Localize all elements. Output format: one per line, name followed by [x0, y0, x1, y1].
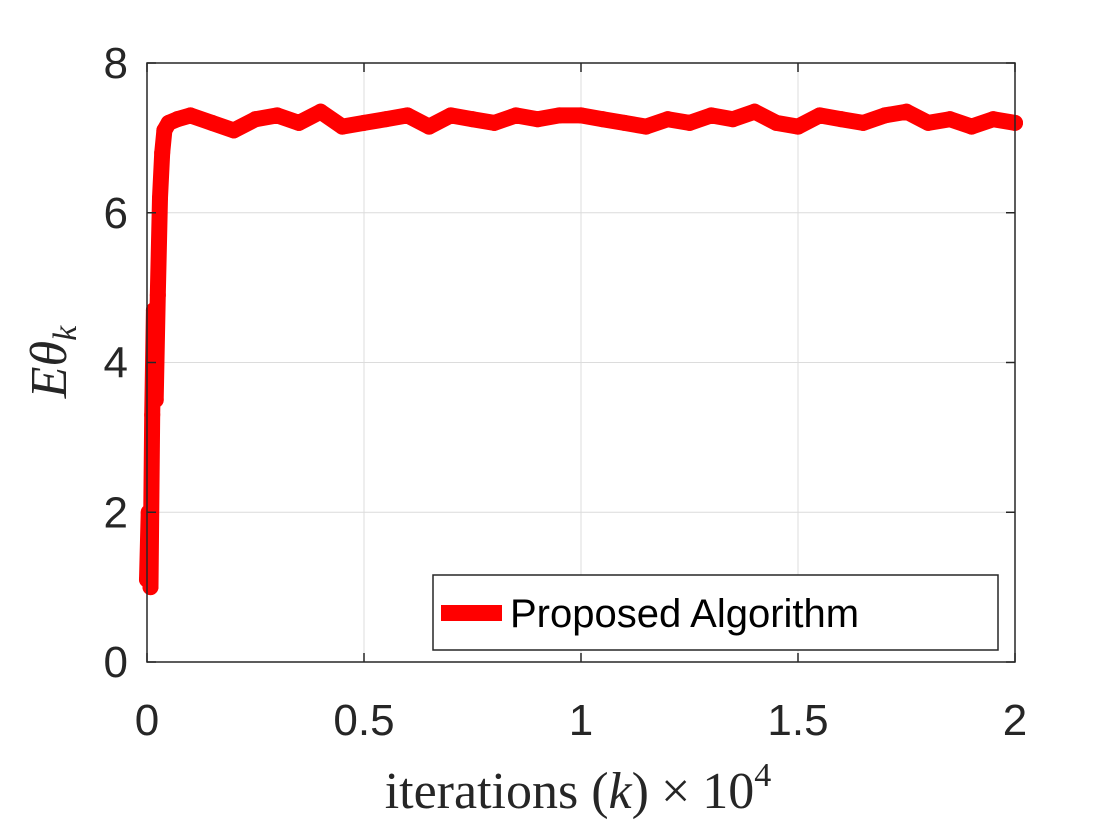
- series-point: [594, 111, 611, 128]
- series-point: [147, 391, 164, 408]
- series-point: [768, 114, 785, 131]
- series-point: [152, 189, 169, 206]
- grid: [147, 63, 1015, 662]
- series-point: [573, 107, 589, 124]
- series-point: [204, 114, 221, 131]
- series-point: [898, 103, 915, 120]
- series-point: [746, 103, 763, 120]
- series-point: [169, 111, 186, 128]
- y-axis-title-subscript: k: [47, 325, 84, 341]
- legend: Proposed Algorithm: [432, 574, 999, 651]
- series-point: [963, 118, 980, 135]
- series-point: [149, 287, 166, 304]
- series-point: [833, 111, 850, 128]
- series-point: [616, 114, 633, 131]
- series-point: [529, 111, 546, 128]
- x-axis-title-paren-open: (: [591, 763, 608, 820]
- series-point: [145, 302, 162, 319]
- series-point: [876, 107, 893, 124]
- series-point: [790, 118, 806, 135]
- series-point: [421, 118, 438, 135]
- series-point: [724, 111, 741, 128]
- series-point: [703, 107, 720, 124]
- y-axis-title: Eθk: [21, 325, 84, 399]
- series-point: [356, 114, 372, 131]
- series-point: [312, 103, 329, 120]
- series-point: [486, 114, 503, 131]
- series-point: [507, 107, 524, 124]
- series-layer: [139, 103, 1023, 596]
- series-point: [144, 406, 161, 423]
- x-axis-title: iterations (k) × 104: [385, 757, 772, 820]
- x-tick-label: 0.5: [333, 696, 394, 745]
- x-axis-title-prefix: iterations: [385, 763, 592, 820]
- series-point: [681, 114, 698, 131]
- y-axis-title-main: E: [21, 366, 78, 399]
- x-axis-title-exponent: 4: [754, 757, 771, 794]
- x-axis-ticks: 0 0.5 1 1.5 2: [135, 63, 1027, 745]
- series-point: [154, 144, 171, 161]
- x-axis-title-var: k: [609, 763, 633, 820]
- y-tick-label: 6: [104, 189, 128, 238]
- x-axis-title-times: ×: [661, 763, 690, 820]
- series-point: [290, 114, 307, 131]
- y-tick-label: 2: [104, 488, 128, 537]
- series-point: [551, 107, 568, 124]
- series-point: [334, 118, 351, 135]
- series-point: [399, 107, 416, 124]
- series-point: [464, 111, 481, 128]
- series-point: [920, 114, 937, 131]
- series-point: [182, 107, 199, 124]
- x-axis-title-paren-close: ): [632, 763, 649, 820]
- series-point: [269, 107, 286, 124]
- y-tick-label: 0: [104, 638, 128, 687]
- series-point: [985, 111, 1002, 128]
- legend-label: Proposed Algorithm: [510, 592, 859, 636]
- series-point: [855, 114, 872, 131]
- series-point: [247, 111, 264, 128]
- x-tick-label: 0: [135, 696, 159, 745]
- series-point: [941, 111, 958, 128]
- y-tick-label: 4: [104, 339, 128, 388]
- x-tick-label: 2: [1003, 696, 1027, 745]
- series-point: [377, 111, 394, 128]
- series-point: [442, 107, 459, 124]
- legend-box: [432, 574, 999, 651]
- series-point: [225, 122, 242, 139]
- x-axis-title-base: 10: [702, 763, 754, 820]
- series-point: [638, 118, 655, 135]
- y-tick-label: 8: [104, 39, 128, 88]
- y-axis-title-theta: θ: [21, 341, 78, 367]
- series-point: [811, 107, 828, 124]
- y-axis-ticks: 0 2 4 6 8: [104, 39, 1015, 687]
- series-point: [659, 111, 676, 128]
- x-tick-label: 1.5: [767, 696, 828, 745]
- x-tick-label: 1: [569, 696, 593, 745]
- series-point: [142, 579, 159, 596]
